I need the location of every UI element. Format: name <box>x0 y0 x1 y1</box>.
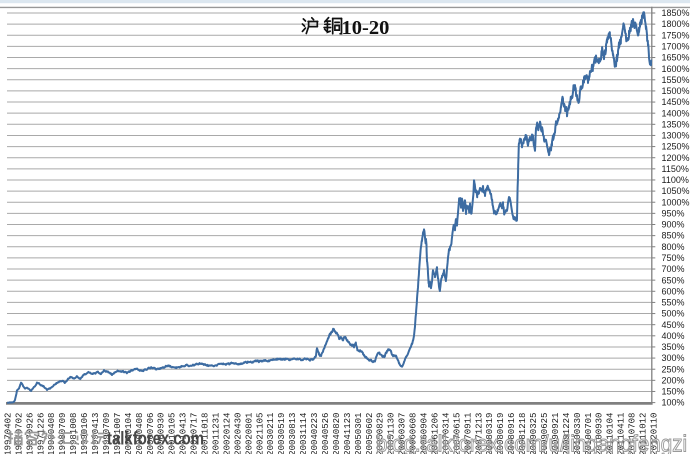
svg-text:20090625: 20090625 <box>540 413 550 454</box>
svg-text:20090921: 20090921 <box>551 413 561 454</box>
svg-text:1550%: 1550% <box>662 75 690 85</box>
svg-text:20011231: 20011231 <box>212 413 222 454</box>
svg-text:19990413: 19990413 <box>91 413 101 454</box>
svg-text:20070911: 20070911 <box>463 413 473 454</box>
svg-text:1650%: 1650% <box>662 53 690 63</box>
svg-text:20050301: 20050301 <box>354 413 364 454</box>
svg-text:20030211: 20030211 <box>266 413 276 454</box>
svg-text:1050%: 1050% <box>662 186 690 196</box>
svg-text:650%: 650% <box>662 275 685 285</box>
svg-text:20020124: 20020124 <box>222 413 232 454</box>
svg-text:20110708: 20110708 <box>628 413 638 454</box>
svg-text:20071213: 20071213 <box>474 413 484 454</box>
svg-text:20081218: 20081218 <box>518 413 528 454</box>
svg-text:20110104: 20110104 <box>606 413 616 454</box>
svg-text:1750%: 1750% <box>662 30 690 40</box>
svg-text:20000104: 20000104 <box>124 413 134 454</box>
svg-text:1500%: 1500% <box>662 86 690 96</box>
svg-text:20030519: 20030519 <box>277 413 287 454</box>
svg-text:20021105: 20021105 <box>255 413 265 454</box>
svg-text:1100%: 1100% <box>662 175 689 185</box>
svg-text:20111012: 20111012 <box>639 413 649 454</box>
svg-text:talkforex.com: talkforex.com <box>107 428 204 449</box>
svg-text:19970926: 19970926 <box>25 413 35 454</box>
svg-text:20100701: 20100701 <box>584 413 594 454</box>
svg-text:19991007: 19991007 <box>113 413 123 454</box>
svg-text:300%: 300% <box>662 353 685 363</box>
svg-text:20060608: 20060608 <box>409 413 419 454</box>
svg-text:20070615: 20070615 <box>452 413 462 454</box>
svg-text:450%: 450% <box>662 320 685 330</box>
svg-text:20061206: 20061206 <box>431 413 441 454</box>
svg-text:100%: 100% <box>662 398 685 408</box>
svg-text:20100330: 20100330 <box>573 413 583 454</box>
svg-text:20000408: 20000408 <box>135 413 145 454</box>
svg-text:1250%: 1250% <box>662 142 690 152</box>
svg-text:1600%: 1600% <box>662 64 690 74</box>
svg-text:20080619: 20080619 <box>496 413 506 454</box>
svg-text:1450%: 1450% <box>662 97 690 107</box>
svg-text:800%: 800% <box>662 242 685 252</box>
svg-text:20090325: 20090325 <box>529 413 539 454</box>
svg-text:20110411: 20110411 <box>617 413 627 454</box>
svg-text:19990709: 19990709 <box>102 413 112 454</box>
svg-text:1300%: 1300% <box>662 131 690 141</box>
svg-text:19981008: 19981008 <box>69 413 79 454</box>
svg-text:20080319: 20080319 <box>485 413 495 454</box>
svg-text:20120110: 20120110 <box>650 413 660 454</box>
svg-text:20051130: 20051130 <box>387 413 397 454</box>
svg-text:850%: 850% <box>662 231 685 241</box>
svg-text:20000930: 20000930 <box>157 413 167 454</box>
svg-text:20000706: 20000706 <box>146 413 156 454</box>
svg-text:20050602: 20050602 <box>365 413 375 454</box>
svg-text:20031114: 20031114 <box>299 413 309 454</box>
svg-text:20041123: 20041123 <box>343 413 353 454</box>
svg-text:20010105: 20010105 <box>168 413 178 454</box>
svg-text:20040223: 20040223 <box>310 413 320 454</box>
svg-text:19971226: 19971226 <box>36 413 46 454</box>
svg-text:1800%: 1800% <box>662 19 690 29</box>
svg-text:400%: 400% <box>662 331 685 341</box>
svg-text:900%: 900% <box>662 220 685 230</box>
svg-text:20030813: 20030813 <box>288 413 298 454</box>
svg-text:20070314: 20070314 <box>441 413 451 454</box>
svg-text:19990106: 19990106 <box>80 413 90 454</box>
svg-text:20060904: 20060904 <box>420 413 430 454</box>
svg-text:950%: 950% <box>662 208 685 218</box>
svg-text:20040820: 20040820 <box>332 413 342 454</box>
svg-text:750%: 750% <box>662 253 685 263</box>
svg-text:blog.talkforex.com/u/jingangfe: blog.talkforex.com/u/jingangfengzi <box>376 430 687 454</box>
svg-text:20040526: 20040526 <box>321 413 331 454</box>
svg-text:20100930: 20100930 <box>595 413 605 454</box>
svg-text:20050829: 20050829 <box>376 413 386 454</box>
svg-text:19970702: 19970702 <box>14 413 24 454</box>
svg-text:20020801: 20020801 <box>244 413 254 454</box>
svg-text:1350%: 1350% <box>662 119 690 129</box>
svg-text:20010717: 20010717 <box>190 413 200 454</box>
svg-text:1200%: 1200% <box>662 153 690 163</box>
svg-text:600%: 600% <box>662 286 685 296</box>
svg-text:200%: 200% <box>662 375 685 385</box>
svg-text:550%: 550% <box>662 298 685 308</box>
svg-text:20091224: 20091224 <box>562 413 572 454</box>
svg-text:1000%: 1000% <box>662 197 690 207</box>
svg-text:250%: 250% <box>662 364 685 374</box>
svg-text:1400%: 1400% <box>662 108 690 118</box>
svg-text:1700%: 1700% <box>662 41 690 51</box>
svg-text:150%: 150% <box>662 387 685 397</box>
svg-text:20011018: 20011018 <box>201 413 211 454</box>
svg-text:350%: 350% <box>662 342 685 352</box>
svg-text:500%: 500% <box>662 309 685 319</box>
svg-text:10-20: 10-20 <box>342 17 390 39</box>
svg-text:1150%: 1150% <box>662 164 689 174</box>
svg-text:1850%: 1850% <box>662 8 690 18</box>
svg-text:20010413: 20010413 <box>179 413 189 454</box>
svg-text:20020430: 20020430 <box>233 413 243 454</box>
svg-text:20060307: 20060307 <box>398 413 408 454</box>
svg-text:700%: 700% <box>662 264 685 274</box>
svg-text:20080916: 20080916 <box>507 413 517 454</box>
